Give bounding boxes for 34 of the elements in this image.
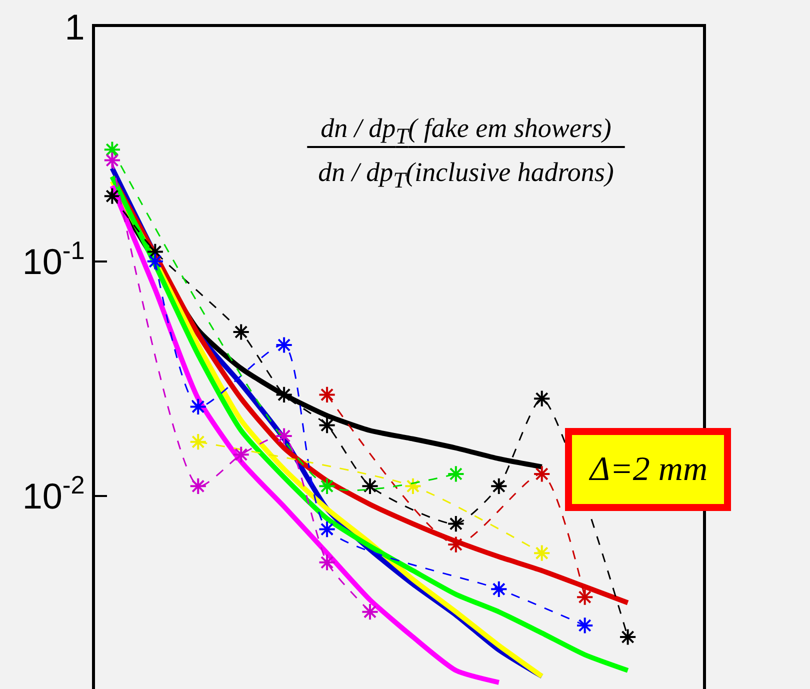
point — [103, 187, 121, 205]
y-tick-label: 10$^{-1}$ — [22, 236, 85, 282]
point — [533, 390, 551, 408]
point — [103, 152, 121, 170]
point — [232, 323, 250, 341]
point — [189, 433, 207, 451]
point — [533, 544, 551, 562]
point — [189, 398, 207, 416]
point — [275, 427, 293, 445]
point — [490, 580, 508, 598]
point — [318, 520, 336, 538]
point — [232, 446, 250, 464]
point — [318, 554, 336, 572]
point — [361, 603, 379, 621]
point — [619, 628, 637, 646]
point — [447, 536, 465, 554]
point — [275, 386, 293, 404]
point — [447, 465, 465, 483]
y-tick-label: 10$^{-2}$ — [22, 471, 85, 516]
point — [361, 477, 379, 495]
point — [490, 477, 508, 495]
point — [447, 514, 465, 533]
point — [318, 386, 336, 404]
point — [533, 465, 551, 483]
point — [318, 416, 336, 434]
annotation: Δ=2 mm — [588, 451, 708, 488]
y-tick-label: 1 — [64, 6, 85, 48]
point — [404, 477, 422, 495]
point — [576, 588, 594, 606]
point — [275, 336, 293, 354]
point — [318, 477, 336, 495]
point — [189, 477, 207, 495]
point — [146, 252, 164, 270]
point — [576, 616, 594, 634]
